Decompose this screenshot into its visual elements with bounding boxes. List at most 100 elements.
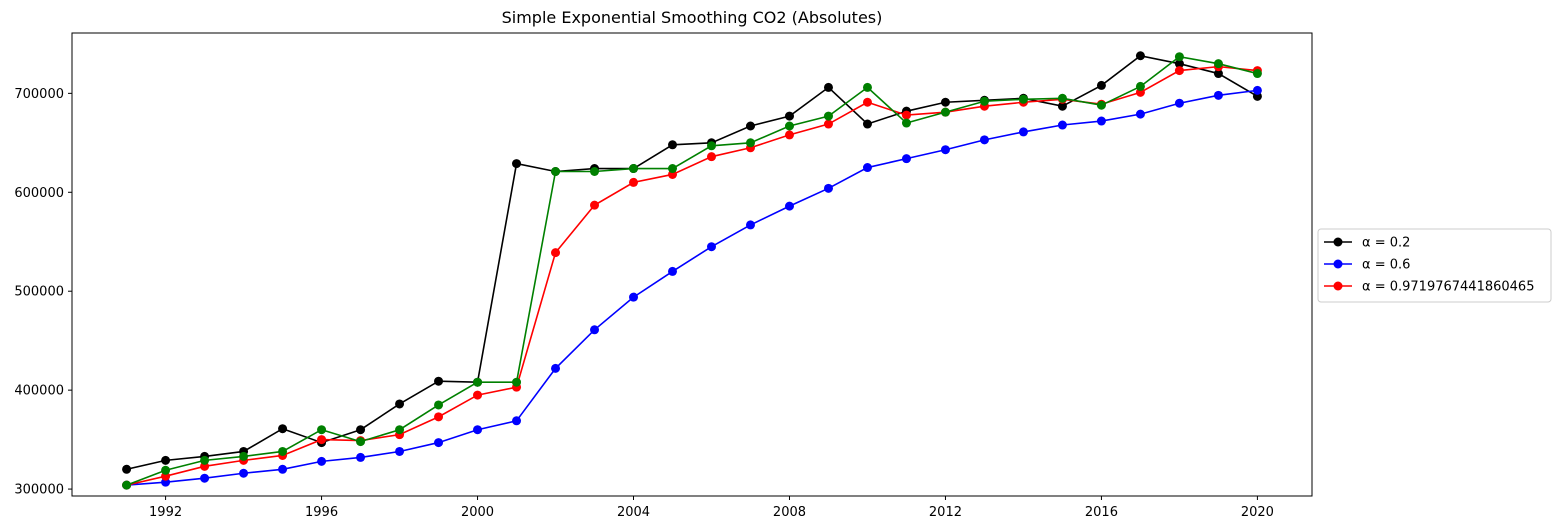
axes: 1992 1996 2000 2004 2008 2012 2016 2020 300000 40… (14, 87, 1274, 520)
series-1-point-2010 (862, 163, 872, 173)
x-tick-label-2004: 2004 (617, 505, 650, 520)
series-0-point-2018 (1174, 59, 1184, 69)
series-1-point-2005 (668, 266, 677, 276)
series-2-point-2004 (629, 177, 639, 187)
y-tick-label-300000: 300000 (14, 483, 64, 498)
series-3-point-2010 (862, 82, 872, 92)
legend-label-1: α = 0.6 (1362, 258, 1410, 273)
legend: α = 0.2 α = 0.6 α = 0.9719767441860465 (1317, 228, 1552, 303)
series-3-point-1999 (434, 400, 444, 410)
x-tick-label-2000: 2000 (461, 505, 494, 520)
series-3-point-2019 (1213, 59, 1223, 69)
series-2-point-2002 (551, 248, 561, 258)
x-tick-label-1996: 1996 (305, 505, 338, 520)
series-0-point-2009 (823, 82, 833, 92)
series-3-point-2007 (745, 138, 755, 148)
y-tick-label-700000: 700000 (14, 87, 64, 102)
series-3-point-2002 (551, 167, 561, 176)
series-3-point-2020 (1252, 69, 1262, 79)
series-0-point-2001 (512, 159, 522, 169)
series-1-point-2003 (590, 325, 600, 335)
series-0-point-1999 (434, 376, 444, 386)
chart-title: Simple Exponential Smoothing CO2 (Absolu… (502, 8, 883, 27)
series-2-point-1996 (317, 435, 327, 445)
series-0-point-1998 (395, 399, 405, 409)
y-tick-label-600000: 600000 (14, 186, 64, 201)
series-3-point-1998 (395, 425, 405, 435)
series-3-point-2011 (901, 118, 911, 128)
series-3-point-2001 (512, 377, 522, 387)
series-1-point-2007 (745, 220, 755, 230)
series-2-point-2000 (473, 390, 483, 400)
series-1-point-1998 (395, 446, 405, 456)
series-0-point-2017 (1135, 51, 1145, 61)
legend-label-2: α = 0.9719767441860465 (1362, 280, 1534, 295)
series-2-point-2011 (901, 110, 911, 120)
series-0-point-2016 (1096, 80, 1106, 90)
y-tick-label-500000: 500000 (14, 285, 64, 300)
x-tick-label-2008: 2008 (773, 505, 806, 520)
series-2-point-2009 (823, 119, 833, 129)
x-tick-label-2020: 2020 (1241, 505, 1274, 520)
series-1-point-1995 (278, 464, 288, 474)
series-0-point-2007 (745, 121, 755, 131)
series-0-point-2008 (784, 111, 794, 121)
series-1-point-2017 (1135, 109, 1145, 119)
series-1-point-2018 (1174, 98, 1184, 108)
series-3-point-2003 (590, 167, 600, 176)
series-0-point-1991 (122, 464, 132, 474)
series-1-point-2011 (901, 154, 911, 164)
series-1-line (126, 89, 1258, 486)
plot-marks (122, 51, 1262, 490)
legend-swatch-marker-2 (1333, 281, 1343, 291)
series-1-point-2002 (551, 363, 561, 373)
series-2-line (126, 65, 1258, 486)
series-1-point-2009 (823, 183, 833, 193)
series-3-point-2012 (940, 107, 950, 117)
legend-label-0: α = 0.2 (1362, 236, 1410, 251)
series-2-point-2008 (784, 130, 794, 140)
series-3-point-2017 (1135, 81, 1145, 91)
series-1-point-1997 (356, 452, 366, 462)
series-1-point-1993 (200, 473, 210, 483)
series-1-point-2012 (940, 145, 950, 155)
series-2-point-2003 (590, 200, 600, 210)
series-0-point-1997 (356, 425, 366, 435)
x-tick-label-1992: 1992 (149, 505, 182, 520)
series-3-point-2008 (784, 121, 794, 131)
series-3-point-2005 (668, 164, 677, 174)
series-1-point-1994 (239, 468, 249, 478)
series-1-point-2019 (1213, 90, 1223, 100)
series-1-point-2001 (512, 416, 522, 426)
series-3-line (126, 55, 1258, 486)
series-1-point-2006 (707, 242, 716, 252)
series-2-point-1999 (434, 412, 444, 422)
series-1-point-2004 (629, 292, 639, 302)
legend-swatch-marker-1 (1333, 259, 1343, 269)
series-2-point-2018 (1174, 66, 1184, 76)
series-3-point-1991 (122, 480, 132, 490)
series-1-point-2015 (1057, 120, 1067, 130)
series-3-point-1993 (200, 455, 210, 465)
series-3-point-1995 (278, 446, 288, 456)
series-1-point-2008 (784, 201, 794, 211)
series-1-point-2016 (1096, 116, 1106, 126)
series-1-point-2013 (979, 135, 989, 145)
series-0-point-2019 (1213, 69, 1223, 79)
series-3-point-2009 (823, 111, 833, 121)
legend-frame (1317, 228, 1552, 303)
series-0-point-2012 (940, 97, 950, 107)
series-3-point-1997 (356, 437, 366, 447)
series-3-point-2004 (629, 164, 639, 174)
series-2-point-2006 (707, 152, 716, 162)
series-3-point-1996 (317, 425, 327, 435)
series-3-point-2018 (1174, 52, 1184, 62)
series-1-point-1996 (317, 456, 327, 466)
series-3-point-1992 (161, 465, 171, 475)
series-2-point-2010 (862, 97, 872, 107)
series-3-point-1994 (239, 451, 249, 461)
series-3-point-2006 (707, 141, 716, 151)
series-1-point-1999 (434, 438, 444, 448)
plot-frame (71, 32, 1313, 497)
